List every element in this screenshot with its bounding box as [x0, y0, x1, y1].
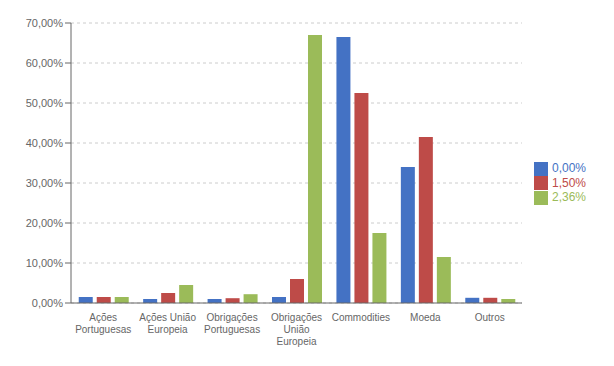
svg-text:AçõesPortuguesas: AçõesPortuguesas — [75, 312, 131, 335]
svg-text:50,00%: 50,00% — [26, 97, 64, 109]
svg-text:60,00%: 60,00% — [26, 57, 64, 69]
svg-text:ObrigaçõesUniãoEuropeia: ObrigaçõesUniãoEuropeia — [271, 312, 322, 347]
svg-text:0,00%: 0,00% — [32, 297, 63, 309]
svg-text:70,00%: 70,00% — [26, 17, 64, 29]
html-text:1,50%: 1,50% — [552, 175, 586, 190]
svg-text:Commodities: Commodities — [332, 312, 390, 323]
svg-text:Moeda: Moeda — [410, 312, 441, 323]
svg-text:40,00%: 40,00% — [26, 137, 64, 149]
svg-text:ObrigaçõesPortuguesas: ObrigaçõesPortuguesas — [204, 312, 260, 335]
svg-text:10,00%: 10,00% — [26, 257, 64, 269]
html-text:2,36%: 2,36% — [552, 190, 586, 205]
svg-text:Ações UniãoEuropeia: Ações UniãoEuropeia — [139, 312, 196, 335]
html-text:0,00%: 0,00% — [552, 160, 586, 175]
svg-text:30,00%: 30,00% — [26, 177, 64, 189]
svg-text:20,00%: 20,00% — [26, 217, 64, 229]
svg-text:Outros: Outros — [475, 312, 505, 323]
